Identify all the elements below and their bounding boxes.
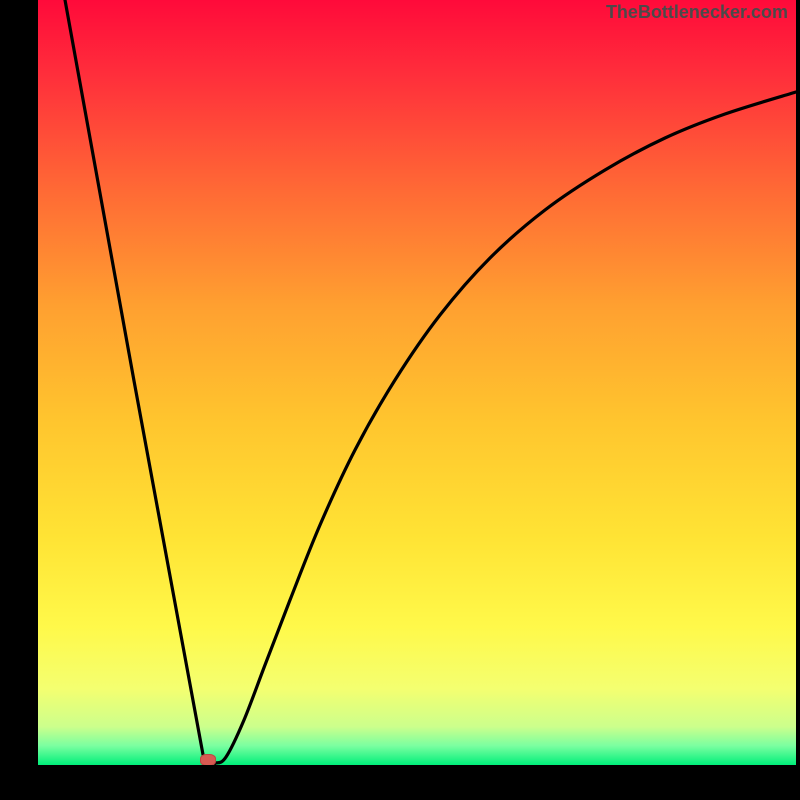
chart-canvas: TheBottlenecker.com [0,0,800,800]
axis-frame-right [796,0,800,800]
bottleneck-curve [0,0,800,800]
watermark-text: TheBottlenecker.com [606,2,788,23]
axis-frame-bottom [0,765,800,800]
axis-frame-left [0,0,38,800]
